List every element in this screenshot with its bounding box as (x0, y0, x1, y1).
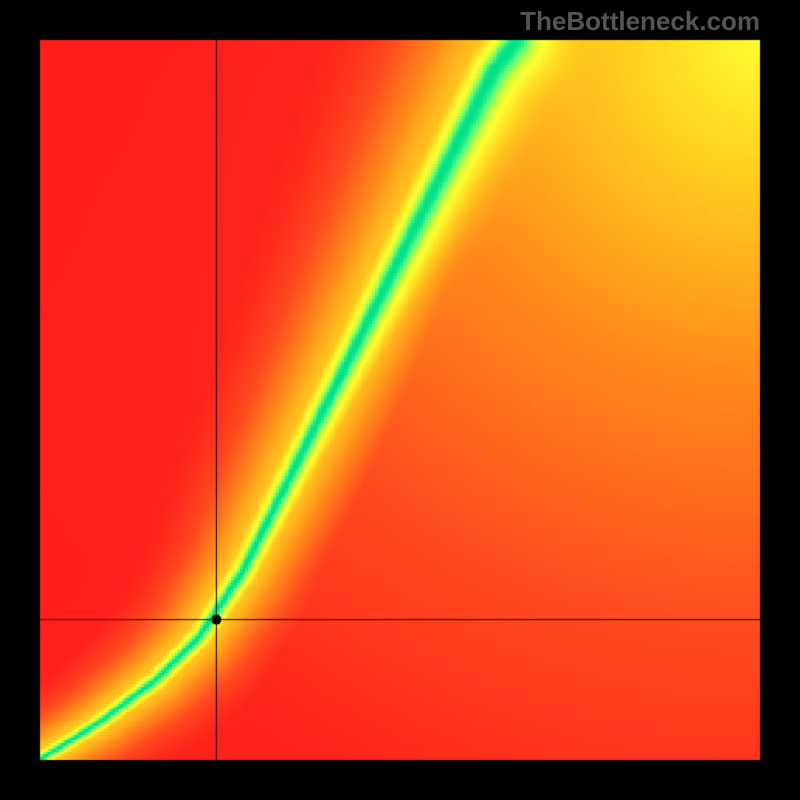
heatmap-canvas (0, 0, 800, 800)
watermark-text: TheBottleneck.com (520, 6, 760, 37)
chart-container: TheBottleneck.com (0, 0, 800, 800)
